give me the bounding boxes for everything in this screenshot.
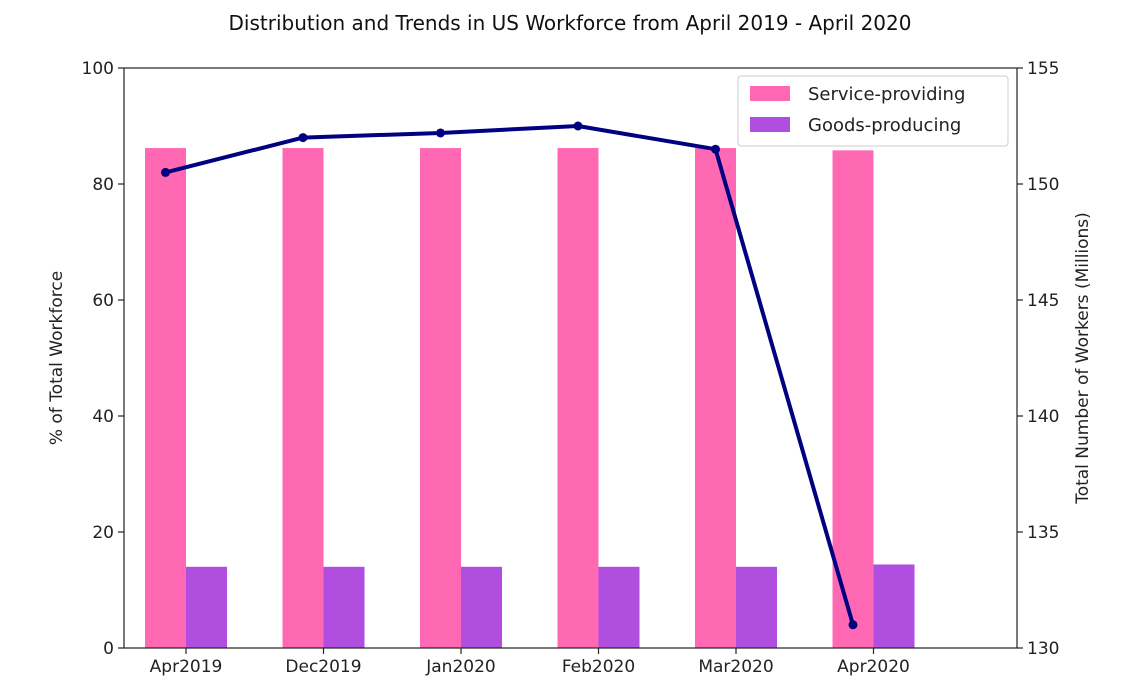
bar-service-Jan2020 (420, 148, 461, 649)
y-right-tick-label: 130 (1027, 639, 1059, 659)
y-left-tick-label: 100 (82, 59, 114, 79)
y-right-tick-label: 140 (1027, 407, 1059, 427)
y-left-tick-label: 80 (92, 175, 114, 195)
y-left-tick-label: 60 (92, 291, 114, 311)
line-point-Apr2019 (161, 167, 170, 177)
bar-service-Apr2019 (145, 148, 186, 649)
y-axis-left-label: % of Total Workforce (47, 271, 67, 445)
y-axis-right-label: Total Number of Workers (Millions) (1073, 212, 1093, 505)
y-left-tick-label: 0 (103, 639, 114, 659)
line-layer (161, 121, 858, 630)
bar-goods-Apr2019 (186, 566, 227, 648)
x-tick-label: Apr2020 (837, 657, 910, 677)
line-point-Apr2020 (848, 620, 858, 630)
legend-label-service: Service-providing (808, 84, 965, 105)
axes-layer: 0 20 40 60 80 100 130 135 140 145 150 155 Apr2019 Dec… (82, 59, 1060, 677)
legend-swatch-service (750, 86, 790, 101)
y-right-tick-label: 135 (1027, 523, 1059, 543)
legend-box (737, 75, 1009, 147)
bars-layer (145, 148, 915, 649)
y-left-tick-label: 20 (92, 523, 114, 543)
x-tick-label: Dec2019 (285, 657, 361, 677)
x-tick-label: Apr2019 (150, 657, 223, 677)
y-right-tick-label: 150 (1027, 175, 1059, 195)
legend: Service-providing Goods-producing (737, 75, 1009, 147)
bar-goods-Feb2020 (598, 566, 640, 648)
x-tick-label: Jan2020 (425, 657, 495, 677)
bar-goods-Apr2020 (873, 564, 915, 648)
bar-goods-Dec2019 (323, 566, 365, 648)
line-point-Jan2020 (436, 128, 445, 138)
bar-service-Apr2020 (832, 150, 874, 649)
line-point-Feb2020 (573, 121, 583, 131)
legend-label-goods: Goods-producing (808, 115, 961, 136)
line-point-Mar2020 (711, 144, 720, 154)
plot-frame (123, 67, 1018, 649)
bar-service-Feb2020 (557, 148, 599, 649)
x-tick-label: Mar2020 (698, 657, 773, 677)
line-point-Dec2019 (298, 133, 308, 143)
total-workers-line (165, 124, 855, 626)
y-right-tick-label: 145 (1027, 291, 1059, 311)
y-right-tick-label: 155 (1027, 59, 1059, 79)
bar-goods-Jan2020 (461, 566, 502, 648)
y-left-tick-label: 40 (92, 407, 114, 427)
bar-service-Dec2019 (282, 148, 324, 649)
x-tick-label: Feb2020 (562, 657, 635, 677)
chart-title: Distribution and Trends in US Workforce … (229, 11, 912, 35)
legend-swatch-goods (750, 117, 790, 132)
bar-service-Mar2020 (695, 148, 736, 649)
bar-goods-Mar2020 (736, 566, 777, 648)
